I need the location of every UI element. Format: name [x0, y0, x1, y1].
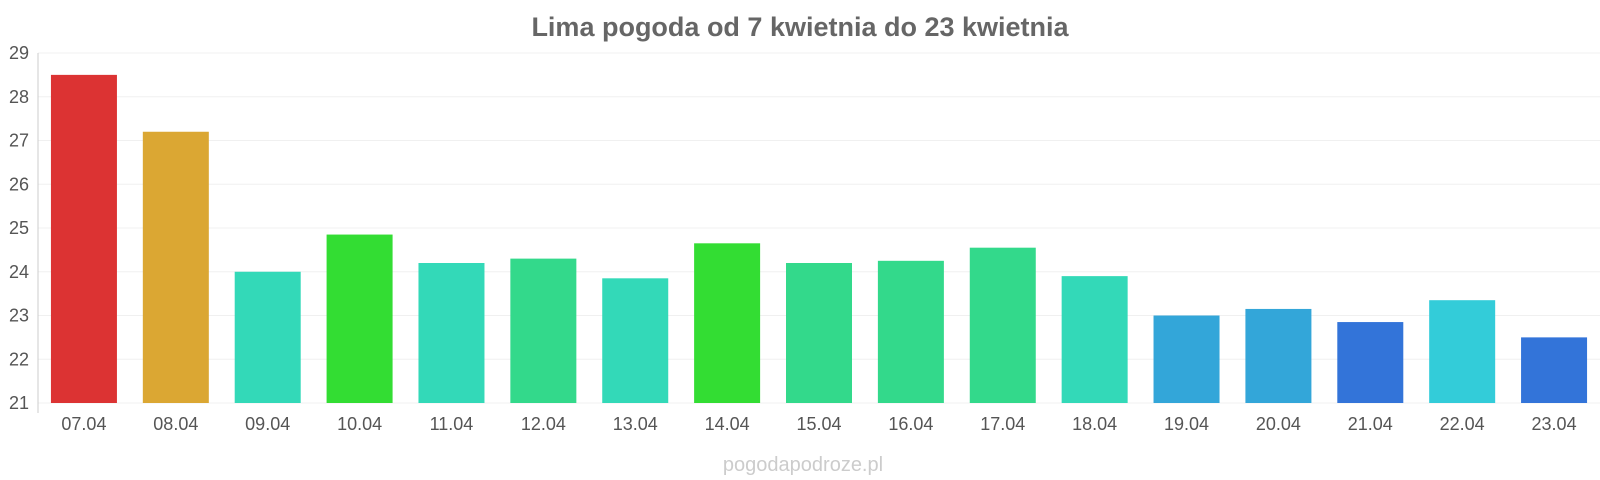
bar-10.04 [326, 234, 393, 403]
x-tick-label: 22.04 [1440, 414, 1485, 434]
y-axis-ticks: 21 22 23 24 25 26 27 28 29 [9, 43, 29, 413]
y-tick-label: 26 [9, 174, 29, 194]
x-tick-label: 15.04 [796, 414, 841, 434]
x-axis-ticks: 07.04 08.04 09.04 10.04 11.04 12.04 13.04 14.04… [61, 414, 1576, 434]
y-tick-label: 22 [9, 349, 29, 369]
y-tick-label: 28 [9, 87, 29, 107]
bar-21.04 [1337, 322, 1404, 403]
bar-20.04 [1245, 308, 1312, 403]
bar-12.04 [510, 258, 577, 403]
x-tick-label: 12.04 [521, 414, 566, 434]
watermark: pogodapodroze.pl [723, 454, 883, 476]
bar-15.04 [786, 263, 852, 403]
bar-14.04 [694, 243, 761, 403]
x-tick-label: 13.04 [613, 414, 658, 434]
bar-22.04 [1429, 300, 1496, 403]
x-tick-label: 09.04 [245, 414, 290, 434]
y-tick-label: 25 [9, 218, 29, 238]
x-tick-label: 23.04 [1532, 414, 1577, 434]
x-tick-label: 08.04 [153, 414, 198, 434]
x-tick-label: 07.04 [61, 414, 106, 434]
bar-13.04 [602, 278, 669, 403]
x-tick-label: 14.04 [705, 414, 750, 434]
y-tick-label: 24 [9, 262, 29, 282]
x-tick-label: 16.04 [888, 414, 933, 434]
x-tick-label: 17.04 [980, 414, 1025, 434]
x-tick-label: 10.04 [337, 414, 382, 434]
y-tick-label: 29 [9, 43, 29, 63]
chart-title: Lima pogoda od 7 kwietnia do 23 kwietnia [531, 12, 1069, 42]
y-tick-label: 21 [9, 393, 29, 413]
y-tick-label: 23 [9, 306, 29, 326]
x-tick-label: 11.04 [430, 414, 474, 434]
bar-11.04 [418, 263, 485, 403]
bars [50, 74, 1588, 403]
y-tick-label: 27 [9, 131, 29, 151]
x-tick-label: 20.04 [1256, 414, 1301, 434]
bar-08.04 [142, 131, 209, 403]
bar-23.04 [1521, 337, 1588, 403]
x-tick-label: 18.04 [1072, 414, 1117, 434]
bar-09.04 [234, 271, 301, 403]
x-tick-label: 19.04 [1164, 414, 1209, 434]
bar-19.04 [1153, 315, 1220, 403]
bar-07.04 [50, 74, 117, 403]
bar-17.04 [969, 247, 1036, 403]
bar-16.04 [877, 260, 944, 403]
x-tick-label: 21.04 [1348, 414, 1393, 434]
bar-18.04 [1061, 276, 1128, 403]
